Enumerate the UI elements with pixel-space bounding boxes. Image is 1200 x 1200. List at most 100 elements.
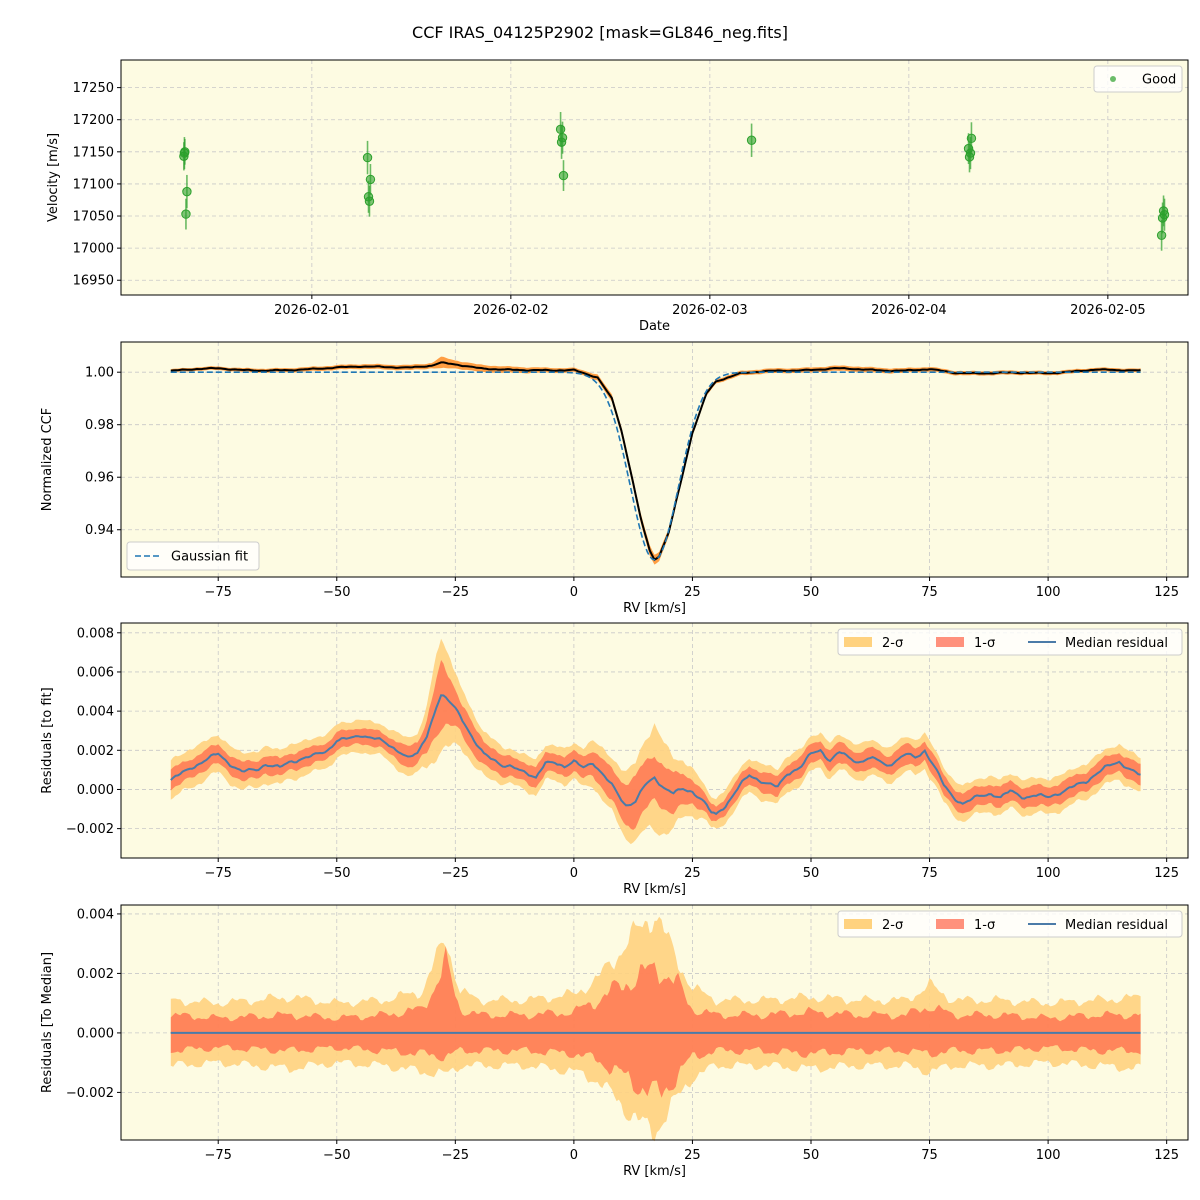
velocity-point bbox=[182, 186, 192, 197]
velocity-x-tick-label: 2026-02-01 bbox=[274, 303, 350, 318]
velocity-x-tick-label: 2026-02-03 bbox=[672, 303, 748, 318]
residmed-legend: 2-σ 1-σ Median residual bbox=[837, 910, 1183, 938]
velocity-axes-frame bbox=[120, 59, 1189, 296]
residfit-y-tick-label: 0.002 bbox=[77, 744, 114, 759]
residmed-x-axis-label: RV [km/s] bbox=[623, 1164, 686, 1179]
residmed-x-tick-label: 125 bbox=[1154, 1148, 1179, 1163]
ccf-x-tick-label: 125 bbox=[1154, 585, 1179, 600]
velocity-y-tick-label: 17100 bbox=[73, 177, 114, 192]
ccf-x-tick-label: 75 bbox=[921, 585, 938, 600]
residmed-1sigma-band bbox=[170, 946, 1141, 1098]
residmed-y-tick-label: 0.004 bbox=[77, 907, 114, 922]
residmed-legend-1sigma-swatch bbox=[936, 919, 964, 929]
residfit-x-tick-label: 100 bbox=[1036, 866, 1061, 881]
ccf-x-tick-label: −50 bbox=[323, 585, 350, 600]
residmed-legend-2sigma-swatch bbox=[844, 919, 872, 929]
residfit-x-tick-label: −25 bbox=[442, 866, 469, 881]
ccf-y-axis-label: Normalized CCF bbox=[40, 408, 55, 512]
residuals-fit-panel: −75 −50 −25 0 25 50 75 100 125 −0.002 0.000 0.002 0.… bbox=[40, 622, 1189, 897]
gaussian-fit-line bbox=[170, 371, 1141, 561]
residmed-x-tick-label: 50 bbox=[803, 1148, 820, 1163]
ccf-plot-area bbox=[121, 342, 1188, 577]
residmed-x-tick-label: −75 bbox=[204, 1148, 231, 1163]
velocity-point bbox=[364, 196, 375, 206]
ccf-x-tick-label: 100 bbox=[1036, 585, 1061, 600]
residmed-legend-1sigma-label: 1-σ bbox=[974, 918, 995, 933]
ccf-y-tick-label: 0.96 bbox=[85, 471, 114, 486]
velocity-point bbox=[365, 174, 376, 185]
residmed-y-axis-label: Residuals [To Median] bbox=[40, 952, 55, 1093]
residfit-2sigma-band bbox=[170, 638, 1141, 845]
velocity-point bbox=[557, 132, 568, 143]
ccf-y-tick-label: 0.94 bbox=[85, 523, 114, 538]
velocity-legend-label: Good bbox=[1142, 73, 1176, 88]
velocity-legend-box bbox=[1093, 65, 1183, 93]
residmed-x-tick-label: 25 bbox=[684, 1148, 701, 1163]
ccf-x-tick-label: 25 bbox=[684, 585, 701, 600]
figure-title: CCF IRAS_04125P2902 [mask=GL846_neg.fits… bbox=[412, 23, 788, 43]
velocity-point bbox=[965, 148, 976, 158]
residfit-y-tick-label: −0.002 bbox=[66, 822, 114, 837]
velocity-point bbox=[746, 135, 757, 145]
velocity-point bbox=[1159, 210, 1170, 220]
residfit-legend-median-label: Median residual bbox=[1065, 636, 1168, 651]
velocity-point bbox=[1156, 230, 1167, 240]
residfit-legend-1sigma-label: 1-σ bbox=[974, 636, 995, 651]
residfit-median-line bbox=[170, 694, 1141, 816]
ccf-x-tick-label: −75 bbox=[204, 585, 231, 600]
velocity-legend: Good bbox=[1093, 65, 1183, 93]
velocity-point bbox=[555, 124, 566, 135]
residuals-median-panel: −75 −50 −25 0 25 50 75 100 125 −0.002 0.000 0.002 0.… bbox=[40, 904, 1189, 1179]
residmed-x-tick-label: 100 bbox=[1036, 1148, 1061, 1163]
residfit-x-tick-label: −50 bbox=[323, 866, 350, 881]
velocity-y-tick-label: 17050 bbox=[73, 210, 114, 225]
velocity-point bbox=[180, 147, 190, 157]
velocity-y-tick-label: 17200 bbox=[73, 113, 114, 128]
ccf-axes-frame bbox=[120, 341, 1189, 578]
velocity-legend-marker bbox=[1110, 76, 1116, 82]
velocity-panel: 2026-02-01 2026-02-02 2026-02-03 2026-02-04… bbox=[46, 59, 1189, 334]
ccf-legend: Gaussian fit bbox=[126, 541, 260, 571]
residfit-y-tick-label: 0.006 bbox=[77, 665, 114, 680]
residmed-legend-2sigma-label: 2-σ bbox=[882, 918, 903, 933]
residfit-x-tick-label: 75 bbox=[921, 866, 938, 881]
velocity-y-tick-label: 16950 bbox=[73, 274, 114, 289]
residmed-y-tick-label: 0.002 bbox=[77, 967, 114, 982]
velocity-x-tick-label: 2026-02-04 bbox=[871, 303, 947, 318]
ccf-legend-box bbox=[126, 541, 260, 571]
residmed-axes-frame bbox=[120, 904, 1189, 1141]
residfit-x-tick-label: 25 bbox=[684, 866, 701, 881]
ccf-y-tick-label: 0.98 bbox=[85, 418, 114, 433]
residmed-x-tick-label: −50 bbox=[323, 1148, 350, 1163]
residfit-legend: 2-σ 1-σ Median residual bbox=[837, 628, 1183, 656]
residmed-x-tick-label: 75 bbox=[921, 1148, 938, 1163]
velocity-x-tick-label: 2026-02-02 bbox=[473, 303, 549, 318]
residfit-legend-box bbox=[837, 628, 1183, 656]
residfit-axes-frame bbox=[120, 622, 1189, 859]
velocity-y-tick-label: 17000 bbox=[73, 242, 114, 257]
residfit-x-tick-label: −75 bbox=[204, 866, 231, 881]
ccf-legend-label: Gaussian fit bbox=[171, 550, 248, 565]
velocity-point bbox=[558, 170, 569, 181]
velocity-plot-area bbox=[121, 60, 1188, 295]
velocity-x-tick-label: 2026-02-05 bbox=[1070, 303, 1146, 318]
velocity-y-axis-label: Velocity [m/s] bbox=[46, 133, 61, 222]
residfit-x-axis-label: RV [km/s] bbox=[623, 882, 686, 897]
residfit-x-tick-label: 50 bbox=[803, 866, 820, 881]
residfit-legend-2sigma-swatch bbox=[844, 637, 872, 647]
residmed-x-tick-label: 0 bbox=[570, 1148, 578, 1163]
ccf-x-tick-label: 0 bbox=[570, 585, 578, 600]
residfit-1sigma-band bbox=[170, 660, 1141, 830]
velocity-y-tick-label: 17250 bbox=[73, 81, 114, 96]
residmed-x-tick-label: −25 bbox=[442, 1148, 469, 1163]
residmed-y-tick-label: 0.000 bbox=[77, 1026, 114, 1041]
residmed-y-tick-label: −0.002 bbox=[66, 1086, 114, 1101]
ccf-line bbox=[170, 361, 1141, 562]
residfit-y-axis-label: Residuals [to fit] bbox=[40, 687, 55, 793]
residfit-x-tick-label: 125 bbox=[1154, 866, 1179, 881]
residfit-y-tick-label: 0.000 bbox=[77, 783, 114, 798]
velocity-x-axis-label: Date bbox=[639, 319, 670, 334]
velocity-point bbox=[181, 209, 191, 219]
ccf-x-tick-label: −25 bbox=[442, 585, 469, 600]
